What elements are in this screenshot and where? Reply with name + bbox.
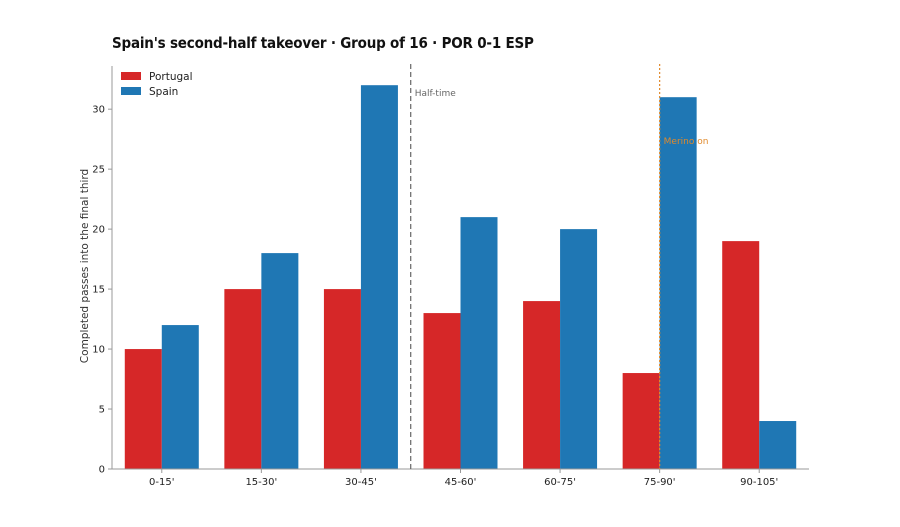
y-tick-label: 15 [92,285,105,296]
y-tick-label: 30 [92,105,105,116]
x-tick-label: 30-45' [345,477,377,488]
legend: Portugal Spain [121,71,193,98]
y-tick-label: 10 [92,345,105,356]
bar-portugal-3 [423,313,461,469]
bar-spain-2 [360,85,398,469]
legend-label-spain: Spain [149,86,178,98]
x-tick-label: 90-105' [740,477,778,488]
x-tick-label: 45-60' [445,477,477,488]
bar-portugal-6 [722,241,760,469]
x-tick-label: 15-30' [245,477,277,488]
bar-spain-1 [261,253,299,469]
bar-spain-4 [560,229,598,469]
x-tick-label: 75-90' [644,477,676,488]
axes-layer: 0 5 10 15 20 25 30 0-15' 15-30' 30-45' 45-60' 60-75… [92,66,809,488]
bar-portugal-5 [622,373,660,469]
bar-spain-3 [460,217,498,469]
annotation-label-half-time: Half-time [415,89,457,99]
annotation-label-merino-on: Merino on [664,137,709,147]
legend-swatch-spain [121,87,141,95]
x-tick-label: 60-75' [544,477,576,488]
x-tick-label: 0-15' [149,477,174,488]
y-tick-label: 20 [92,225,105,236]
bar-portugal-4 [523,301,561,469]
y-axis-label: Completed passes into the final third [79,169,91,363]
legend-swatch-portugal [121,72,141,80]
y-tick-label: 5 [99,405,105,416]
bar-portugal-2 [323,289,361,469]
chart-title: Spain's second-half takeover · Group of … [112,34,534,52]
y-tick-label: 0 [99,465,105,476]
y-tick-label: 25 [92,165,105,176]
bar-spain-0 [161,325,199,469]
bar-portugal-0 [124,349,162,469]
bars-layer [124,85,797,470]
bar-portugal-1 [224,289,262,469]
legend-label-portugal: Portugal [149,71,193,83]
bar-spain-5 [659,97,697,470]
bar-spain-6 [759,421,797,469]
annotations-layer: Half-time Merino on [410,64,709,469]
